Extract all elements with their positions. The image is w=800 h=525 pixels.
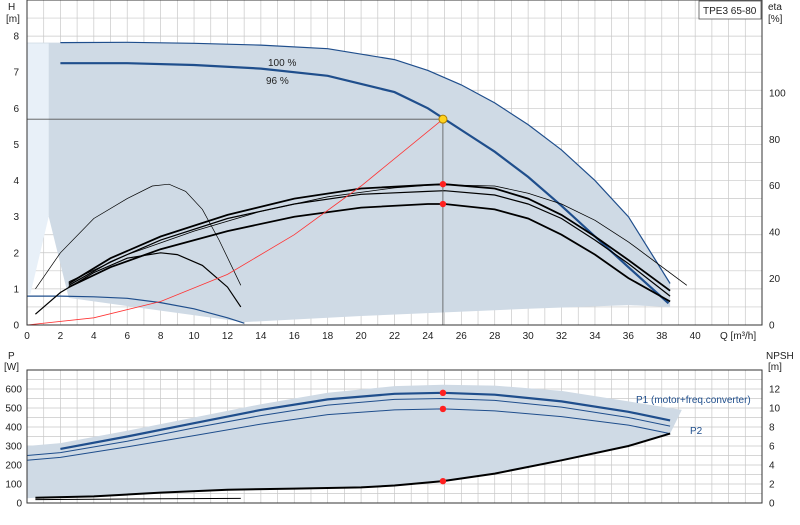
bottom-left-tick-label: 600 [5, 385, 22, 396]
top-right-axis-label: eta [768, 2, 782, 13]
x-tick-label: 16 [289, 331, 301, 342]
bottom-right-tick-label: 12 [769, 385, 781, 396]
low-flow-area [27, 43, 49, 295]
bottom-left-tick-label: 0 [16, 499, 22, 510]
curve-label-96: 96 % [266, 76, 289, 87]
bottom-plot-frame [26, 369, 763, 504]
x-tick-label: 34 [589, 331, 601, 342]
bottom-left-tick-label: 100 [5, 480, 22, 491]
x-tick-label: 4 [91, 331, 97, 342]
top-series-0 [60, 41, 671, 284]
top-series-7 [35, 252, 242, 315]
bottom-left-tick-label: 500 [5, 404, 22, 415]
top-left-axis-unit: [m] [6, 14, 20, 25]
bottom-series-0 [60, 391, 671, 450]
top-left-tick-label: 2 [13, 248, 19, 259]
top-series-3 [68, 203, 671, 303]
top-right-tick-label: 100 [769, 88, 786, 99]
bottom-right-tick-label: 6 [769, 442, 775, 453]
top-right-tick-label: 60 [769, 181, 781, 192]
bottom-left-axis-label: P [8, 351, 15, 362]
top-series-8 [35, 183, 242, 290]
x-tick-label: 2 [58, 331, 64, 342]
efficiency-marker [439, 180, 447, 188]
top-left-tick-label: 4 [13, 176, 19, 187]
bottom-right-axis-label: NPSH [766, 351, 794, 362]
bottom-right-tick-label: 0 [769, 499, 775, 510]
bottom-series-4 [35, 497, 241, 501]
x-tick-label: 30 [523, 331, 535, 342]
bottom-left-tick-label: 300 [5, 442, 22, 453]
bottom-series-3 [35, 432, 671, 499]
top-plot-frame [26, 0, 763, 326]
top-series-4 [68, 190, 671, 297]
power-marker [439, 477, 447, 485]
top-left-tick-label: 6 [13, 104, 19, 115]
operating-range-area [27, 42, 671, 323]
top-right-tick-label: 40 [769, 228, 781, 239]
efficiency-marker [439, 200, 447, 208]
top-left-tick-label: 1 [13, 284, 19, 295]
top-right-tick-label: 80 [769, 135, 781, 146]
model-label: TPE3 65-80 [703, 6, 757, 17]
bottom-left-tick-label: 400 [5, 423, 22, 434]
top-left-tick-label: 7 [13, 68, 19, 79]
x-tick-label: 14 [255, 331, 267, 342]
top-left-tick-label: 5 [13, 140, 19, 151]
x-tick-label: 26 [456, 331, 468, 342]
bottom-right-tick-label: 8 [769, 423, 775, 434]
x-tick-label: 24 [422, 331, 434, 342]
bottom-series-2 [27, 408, 671, 461]
top-right-tick-label: 0 [769, 321, 775, 332]
bottom-right-tick-label: 10 [769, 404, 781, 415]
top-series-6 [68, 184, 688, 286]
top-right-tick-label: 20 [769, 274, 781, 285]
x-tick-label: 28 [489, 331, 501, 342]
bottom-left-axis-unit: [W] [4, 362, 19, 373]
model-label-box [698, 0, 762, 20]
top-series-2 [27, 295, 245, 324]
x-tick-label: 18 [322, 331, 334, 342]
duty-point-marker [438, 114, 448, 124]
x-tick-label: 10 [188, 331, 200, 342]
x-tick-label: 12 [222, 331, 234, 342]
bottom-left-tick-label: 200 [5, 461, 22, 472]
power-marker [439, 389, 447, 396]
top-series-5 [68, 183, 671, 292]
curve-label-p1: P1 (motor+freq.converter) [636, 395, 751, 406]
x-tick-label: 8 [158, 331, 164, 342]
top-left-tick-label: 8 [13, 32, 19, 43]
x-tick-label: 20 [356, 331, 368, 342]
bottom-right-axis-unit: [m] [768, 362, 782, 373]
top-right-axis-unit: [%] [768, 14, 783, 25]
x-tick-label: 36 [623, 331, 635, 342]
bottom-right-tick-label: 2 [769, 480, 775, 491]
curve-label-100: 100 % [268, 58, 296, 69]
x-tick-label: 6 [124, 331, 130, 342]
bottom-series-1 [27, 397, 671, 456]
top-left-tick-label: 0 [13, 321, 19, 332]
x-tick-label: 32 [556, 331, 568, 342]
x-tick-label: 22 [389, 331, 401, 342]
top-series-9 [27, 118, 444, 325]
x-axis-label: Q [m³/h] [720, 331, 756, 342]
bottom-right-tick-label: 4 [769, 461, 775, 472]
x-tick-label: 0 [24, 331, 30, 342]
power-marker [439, 405, 447, 413]
x-tick-label: 40 [690, 331, 702, 342]
top-left-tick-label: 3 [13, 212, 19, 223]
x-tick-label: 38 [656, 331, 668, 342]
curve-label-p2: P2 [690, 426, 703, 437]
top-left-axis-label: H [8, 2, 15, 13]
